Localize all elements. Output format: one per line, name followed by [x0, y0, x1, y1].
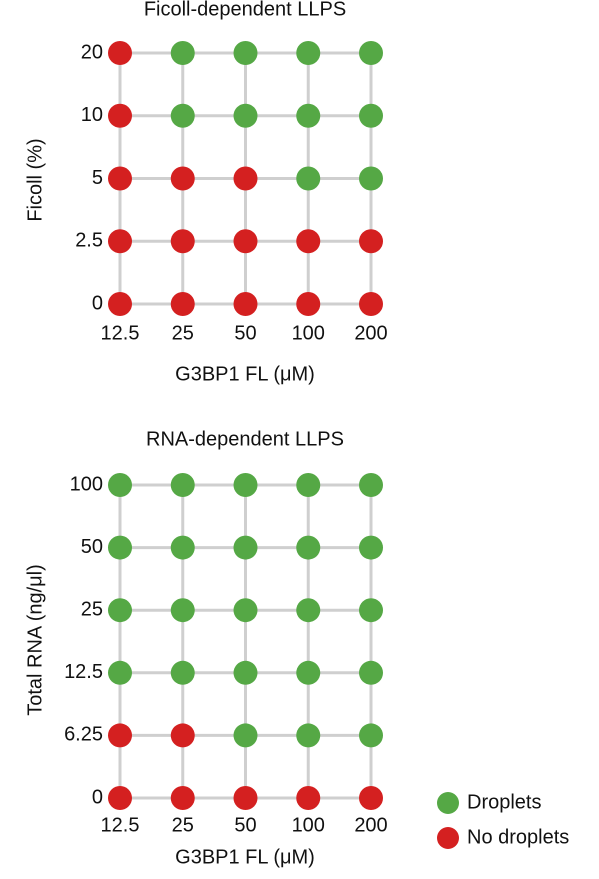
x-tick-label: 200 [354, 322, 387, 344]
x-tick-label: 100 [292, 814, 325, 836]
y-axis-label: Total RNA (ng/μl) [24, 564, 46, 716]
cell-marker [359, 473, 383, 497]
cell-marker [170, 786, 195, 810]
cell-marker [359, 535, 383, 560]
cell-marker [296, 103, 321, 128]
y-tick-label: 0 [92, 786, 103, 808]
cell-marker [108, 723, 132, 748]
legend-marker [437, 792, 459, 814]
cell-marker [108, 660, 132, 685]
y-tick-label: 6.25 [64, 724, 103, 746]
cell-marker [170, 535, 195, 560]
cell-marker [170, 166, 195, 191]
cell-marker [108, 103, 132, 128]
cell-marker [233, 41, 258, 65]
cell-marker [233, 103, 258, 128]
cell-marker [296, 473, 321, 497]
cell-marker [296, 535, 321, 560]
cell-marker [296, 660, 321, 685]
cell-marker [296, 292, 321, 316]
cell-marker [296, 229, 321, 254]
cell-marker [233, 660, 258, 685]
chart-title: Ficoll-dependent LLPS [144, 0, 346, 20]
cell-marker [108, 292, 132, 316]
cell-marker [233, 535, 258, 560]
cell-marker [233, 166, 258, 191]
cell-marker [359, 229, 383, 254]
cell-marker [359, 723, 383, 748]
cell-marker [359, 598, 383, 623]
chart-title: RNA-dependent LLPS [146, 428, 344, 450]
cell-marker [108, 166, 132, 191]
cell-marker [108, 229, 132, 254]
y-tick-label: 100 [70, 473, 103, 495]
cell-marker [296, 723, 321, 748]
x-tick-label: 25 [172, 322, 194, 344]
x-tick-label: 200 [354, 814, 387, 836]
x-tick-label: 100 [292, 322, 325, 344]
y-tick-label: 10 [81, 104, 103, 126]
cell-marker [170, 723, 195, 748]
y-tick-label: 5 [92, 167, 103, 189]
cell-marker [170, 41, 195, 65]
cell-marker [233, 229, 258, 254]
cell-marker [108, 598, 132, 623]
x-tick-label: 50 [234, 814, 256, 836]
cell-marker [170, 103, 195, 128]
cell-marker [233, 786, 258, 810]
cell-marker [170, 229, 195, 254]
y-tick-label: 2.5 [75, 230, 103, 252]
cell-marker [359, 103, 383, 128]
legend-marker [437, 827, 459, 849]
cell-marker [108, 41, 132, 65]
cell-marker [296, 41, 321, 65]
cell-marker [233, 598, 258, 623]
cell-marker [108, 473, 132, 497]
cell-marker [359, 292, 383, 316]
x-tick-label: 12.5 [101, 322, 140, 344]
cell-marker [233, 292, 258, 316]
cell-marker [170, 292, 195, 316]
cell-marker [170, 473, 195, 497]
cell-marker [296, 166, 321, 191]
x-tick-label: 25 [172, 814, 194, 836]
y-tick-label: 0 [92, 292, 103, 314]
x-tick-label: 12.5 [101, 814, 140, 836]
cell-marker [296, 786, 321, 810]
cell-marker [359, 660, 383, 685]
y-tick-label: 12.5 [64, 661, 103, 683]
cell-marker [359, 166, 383, 191]
cell-marker [359, 41, 383, 65]
x-tick-label: 50 [234, 322, 256, 344]
legend-label: No droplets [467, 826, 569, 848]
cell-marker [170, 660, 195, 685]
y-tick-label: 50 [81, 536, 103, 558]
cell-marker [170, 598, 195, 623]
y-tick-label: 20 [81, 41, 103, 63]
cell-marker [108, 535, 132, 560]
legend-label: Droplets [467, 791, 541, 813]
y-axis-label: Ficoll (%) [24, 138, 46, 221]
cell-marker [296, 598, 321, 623]
cell-marker [233, 723, 258, 748]
cell-marker [233, 473, 258, 497]
x-axis-label: G3BP1 FL (μM) [175, 846, 315, 868]
x-axis-label: G3BP1 FL (μM) [175, 363, 315, 385]
cell-marker [108, 786, 132, 810]
y-tick-label: 25 [81, 598, 103, 620]
cell-marker [359, 786, 383, 810]
